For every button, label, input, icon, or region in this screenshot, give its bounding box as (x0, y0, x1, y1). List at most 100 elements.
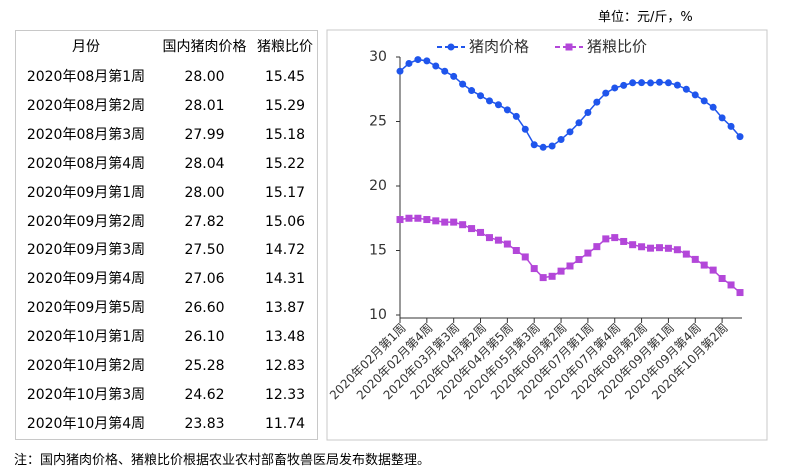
point (447, 43, 455, 51)
point (718, 274, 726, 282)
y-tick-label: 25 (369, 114, 387, 130)
point (432, 62, 440, 70)
point (664, 244, 672, 252)
table-row: 2020年08月第2周 28.01 15.29 (16, 92, 317, 121)
table-row: 2020年08月第4周 28.04 15.22 (16, 150, 317, 179)
point (414, 214, 422, 222)
point (477, 92, 485, 100)
table-cell: 28.00 (184, 184, 225, 201)
point (575, 119, 583, 127)
point (584, 108, 592, 116)
point (566, 128, 574, 136)
table-row: 2020年09月第2周 27.82 15.06 (16, 208, 317, 237)
point (727, 281, 735, 289)
point (718, 114, 726, 122)
point (539, 274, 547, 282)
point (423, 57, 431, 65)
table-cell: 2020年08月第3周 (26, 126, 146, 143)
table-cell: 2020年09月第1周 (26, 184, 146, 201)
table-cell: 28.04 (184, 155, 225, 172)
point (602, 89, 610, 97)
table-cell: 14.31 (264, 271, 306, 288)
y-tick-label: 10 (369, 307, 387, 323)
table-row: 2020年09月第1周 28.00 15.17 (16, 179, 317, 208)
table-header: 月份 国内猪肉价格 猪粮比价 (16, 33, 317, 62)
table-cell: 2020年09月第3周 (26, 242, 146, 259)
table-row: 2020年08月第3周 27.99 15.18 (16, 121, 317, 150)
table-cell: 26.10 (184, 329, 225, 346)
point (548, 142, 556, 150)
point (405, 59, 413, 67)
point (503, 106, 511, 114)
legend-label: 猪粮比价 (587, 38, 647, 56)
point (432, 217, 440, 225)
point (512, 247, 520, 254)
point (441, 67, 449, 75)
table-cell: 猪粮比价 (257, 39, 313, 55)
point (441, 218, 449, 226)
point (620, 81, 628, 89)
point (503, 240, 511, 248)
point (629, 79, 637, 87)
data-table: 月份 国内猪肉价格 猪粮比价 2020年08月第1周 28.00 15.45 2020年08… (15, 30, 318, 440)
table-row: 2020年10月第1周 26.10 13.48 (16, 323, 317, 352)
point (530, 141, 538, 149)
table-cell: 27.06 (184, 271, 225, 288)
y-tick-label: 20 (369, 178, 387, 194)
point (673, 81, 681, 89)
point (682, 85, 690, 93)
table-cell: 14.72 (264, 242, 306, 259)
point (530, 265, 538, 273)
table-cell: 2020年10月第4周 (26, 415, 146, 432)
point (593, 98, 601, 106)
table-cell: 15.29 (264, 97, 306, 114)
point (575, 256, 583, 264)
table-row: 2020年09月第5周 26.60 13.87 (16, 294, 317, 323)
point (664, 79, 672, 87)
point (602, 235, 610, 243)
point (638, 243, 646, 251)
point (736, 133, 744, 141)
point (477, 228, 485, 236)
point (512, 112, 520, 120)
point (647, 244, 655, 252)
table-cell: 12.33 (264, 386, 306, 403)
point (468, 225, 476, 233)
table-cell: 2020年10月第2周 (26, 358, 146, 374)
point (691, 91, 699, 99)
point (611, 234, 619, 242)
point (700, 261, 708, 269)
point (405, 214, 413, 222)
point (709, 266, 717, 274)
table-cell: 2020年09月第4周 (26, 271, 146, 288)
table-cell: 24.62 (184, 386, 225, 403)
point (396, 216, 404, 224)
point (494, 101, 502, 109)
point (548, 272, 556, 280)
point (620, 237, 628, 245)
table-cell: 23.83 (184, 415, 225, 432)
chart-frame (326, 29, 768, 441)
table-cell: 国内猪肉价格 (162, 39, 247, 55)
table-row: 2020年10月第4周 23.83 11.74 (16, 410, 317, 439)
point (566, 262, 574, 270)
table-cell: 28.00 (184, 69, 225, 85)
point (584, 249, 592, 257)
point (629, 241, 637, 249)
table-cell: 28.01 (184, 97, 225, 114)
point (700, 97, 708, 105)
table-cell: 15.06 (264, 213, 306, 230)
table-cell: 月份 (72, 39, 100, 55)
table-cell: 2020年08月第1周 (26, 69, 146, 85)
table-cell: 12.83 (264, 358, 306, 374)
table-cell: 2020年10月第1周 (26, 329, 146, 346)
table-cell: 15.17 (264, 184, 306, 201)
point (727, 122, 735, 130)
point (655, 244, 663, 252)
point (647, 79, 655, 87)
table-cell: 13.48 (264, 329, 306, 346)
table-row: 2020年10月第3周 24.62 12.33 (16, 381, 317, 410)
table-row: 2020年10月第2周 25.28 12.83 (16, 352, 317, 381)
unit-label: 单位：元/斤，% (598, 10, 693, 25)
